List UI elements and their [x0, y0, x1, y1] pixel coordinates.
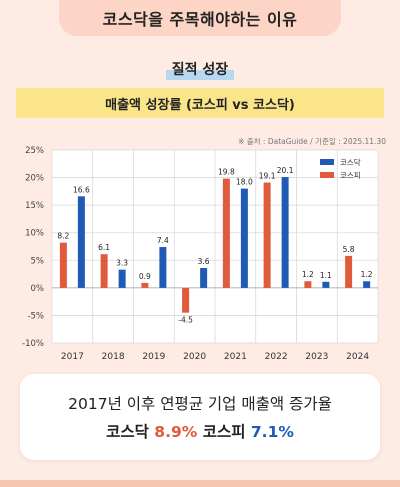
data-label: 19.1: [259, 172, 276, 181]
page-title: 코스닥을 주목해야하는 이유: [59, 0, 341, 36]
x-tick-label: 2022: [265, 352, 288, 362]
y-tick-label: -10%: [22, 339, 44, 349]
y-tick-label: -5%: [27, 311, 44, 321]
bar-kospi: [182, 287, 190, 313]
data-label: 8.2: [57, 232, 69, 241]
data-label: 7.4: [157, 236, 169, 245]
data-label: 6.1: [98, 243, 110, 252]
data-label: 5.8: [343, 245, 355, 254]
bar-kospi: [263, 182, 271, 288]
bar-kospi: [100, 254, 108, 288]
bar-kospi: [304, 281, 312, 288]
bar-kospi: [141, 282, 149, 288]
data-label: 18.0: [236, 178, 253, 187]
x-tick-label: 2017: [61, 352, 84, 362]
summary-kosdaq-value: 8.9%: [154, 423, 198, 441]
bar-kosdaq: [363, 281, 371, 288]
source-note: ※ 출처 : DataGuide / 기준일 : 2025.11.30: [238, 137, 386, 146]
legend-swatch: [320, 172, 334, 178]
bar-kosdaq: [322, 281, 330, 288]
x-tick-label: 2019: [142, 352, 165, 362]
legend-label: 코스닥: [340, 157, 361, 167]
bar-kosdaq: [200, 268, 208, 288]
section-label: 질적 성장: [0, 58, 400, 80]
x-tick-label: 2020: [183, 352, 206, 362]
bar-kospi: [59, 242, 67, 288]
y-tick-label: 5%: [31, 256, 45, 266]
data-label: 1.2: [361, 270, 373, 279]
data-label: -4.5: [178, 316, 193, 325]
data-label: 1.1: [320, 271, 332, 280]
summary-box: 2017년 이후 연평균 기업 매출액 증가율 코스닥 8.9% 코스피 7.1…: [20, 374, 380, 460]
y-tick-label: 25%: [25, 146, 44, 156]
bar-kospi: [222, 178, 230, 288]
data-label: 3.3: [116, 259, 128, 268]
footer-strip: [0, 480, 400, 487]
bar-kosdaq: [159, 247, 167, 288]
y-tick-label: 10%: [25, 229, 44, 239]
data-label: 1.2: [302, 270, 314, 279]
y-tick-label: 20%: [25, 174, 44, 184]
bar-chart: -10% -5% 0% 5% 10% 15% 20% 25% 8.2 16.6 2017 6.1 3.3…: [22, 146, 379, 362]
data-label: 0.9: [139, 272, 151, 281]
legend-label: 코스피: [340, 171, 361, 180]
summary-heading: 2017년 이후 연평균 기업 매출액 증가율: [68, 395, 332, 413]
x-tick-label: 2023: [305, 352, 328, 362]
data-label: 19.8: [218, 168, 235, 177]
y-tick-label: 15%: [25, 201, 44, 211]
summary-kosdaq-label: 코스닥: [106, 423, 149, 441]
x-tick-label: 2021: [224, 352, 247, 362]
bar-kosdaq: [281, 177, 289, 288]
data-label: 16.6: [73, 185, 90, 194]
data-label: 20.1: [277, 166, 294, 175]
x-tick-label: 2024: [346, 352, 369, 362]
x-tick-label: 2018: [102, 352, 125, 362]
bar-kospi: [345, 255, 353, 288]
chart-subtitle: 매출액 성장률 (코스피 vs 코스닥): [16, 88, 384, 118]
bar-kosdaq: [118, 269, 126, 288]
data-label: 3.6: [198, 257, 210, 266]
y-tick-label: 0%: [31, 284, 45, 294]
summary-kospi-label: 코스피: [202, 423, 246, 441]
bar-kosdaq: [240, 188, 248, 288]
summary-kospi-value: 7.1%: [250, 423, 294, 441]
page-title-text: 코스닥을 주목해야하는 이유: [102, 10, 298, 29]
legend-swatch: [320, 159, 334, 165]
summary-values: 코스닥 8.9% 코스피 7.1%: [20, 420, 380, 442]
section-label-text: 질적 성장: [165, 58, 235, 80]
chart-subtitle-text: 매출액 성장률 (코스피 vs 코스닥): [105, 97, 295, 113]
bar-kosdaq: [77, 196, 85, 288]
